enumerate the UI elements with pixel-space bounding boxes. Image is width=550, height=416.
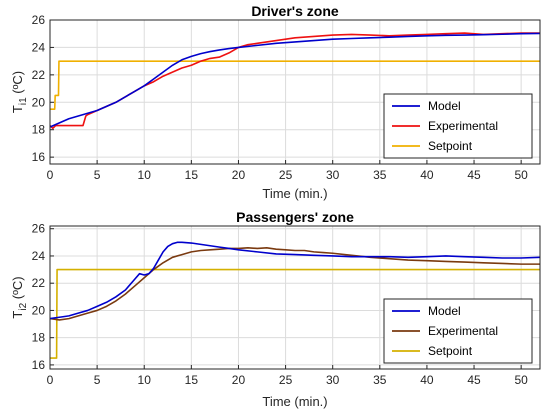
x-tick-label: 25 bbox=[279, 373, 293, 387]
chart-title: Driver's zone bbox=[251, 3, 339, 19]
y-tick-label: 20 bbox=[32, 303, 46, 317]
series-line-setpoint bbox=[50, 60, 540, 110]
x-axis-label: Time (min.) bbox=[262, 186, 327, 201]
legend: Model Experimental Setpoint bbox=[383, 298, 533, 364]
series-line-model bbox=[50, 32, 540, 128]
y-tick-label: 18 bbox=[32, 123, 46, 137]
passengers-zone-chart: 0 5 10 15 20 25 30 35 40 45 50 16 18 20 22 24 26 Passenge… bbox=[10, 209, 541, 409]
series-line-experimental bbox=[50, 246, 540, 321]
x-tick-label: 40 bbox=[420, 373, 434, 387]
y-tick-label: 24 bbox=[32, 40, 46, 54]
x-tick-label: 15 bbox=[185, 373, 199, 387]
y-tick-label: 24 bbox=[32, 249, 46, 263]
series-lines bbox=[50, 32, 540, 130]
series-lines bbox=[50, 241, 540, 359]
series-line-setpoint bbox=[50, 268, 540, 359]
x-axis-label: Time (min.) bbox=[262, 394, 327, 409]
legend-label: Setpoint bbox=[428, 139, 473, 153]
x-tick-label: 0 bbox=[47, 373, 54, 387]
x-tick-label: 50 bbox=[514, 373, 528, 387]
legend-label: Model bbox=[428, 99, 461, 113]
x-tick-label: 0 bbox=[47, 168, 54, 182]
legend-label: Experimental bbox=[428, 119, 498, 133]
legend-label: Setpoint bbox=[428, 344, 473, 358]
series-line-model bbox=[50, 241, 540, 320]
drivers-zone-chart: 0 5 10 15 20 25 30 35 40 45 50 16 18 20 22 24 26 Driver's… bbox=[10, 3, 541, 201]
y-tick-label: 22 bbox=[32, 276, 46, 290]
x-tick-label: 35 bbox=[373, 373, 387, 387]
x-tick-label: 20 bbox=[232, 168, 246, 182]
plot-frame bbox=[49, 19, 541, 165]
series-line-experimental bbox=[50, 32, 540, 130]
x-tick-label: 25 bbox=[279, 168, 293, 182]
y-tick-label: 20 bbox=[32, 95, 46, 109]
y-tick-label: 26 bbox=[32, 222, 46, 236]
x-tick-label: 15 bbox=[185, 168, 199, 182]
x-tick-label: 5 bbox=[94, 168, 101, 182]
x-tick-label: 40 bbox=[420, 168, 434, 182]
x-tick-label: 10 bbox=[138, 168, 152, 182]
y-axis-label: Ti1 (ºC) bbox=[10, 71, 29, 113]
chart-title: Passengers' zone bbox=[236, 209, 354, 225]
x-tick-label: 35 bbox=[373, 168, 387, 182]
y-tick-label: 26 bbox=[32, 13, 46, 27]
legend: Model Experimental Setpoint bbox=[383, 93, 533, 159]
x-tick-label: 50 bbox=[514, 168, 528, 182]
x-tick-label: 20 bbox=[232, 373, 246, 387]
y-axis-label: Ti2 (ºC) bbox=[10, 276, 29, 318]
y-tick-label: 16 bbox=[32, 358, 46, 372]
legend-label: Experimental bbox=[428, 324, 498, 338]
y-tick-label: 16 bbox=[32, 150, 46, 164]
x-tick-label: 30 bbox=[326, 373, 340, 387]
x-tick-label: 45 bbox=[467, 168, 481, 182]
x-tick-label: 45 bbox=[467, 373, 481, 387]
y-tick-label: 22 bbox=[32, 68, 46, 82]
x-tick-label: 10 bbox=[138, 373, 152, 387]
x-tick-label: 5 bbox=[94, 373, 101, 387]
legend-label: Model bbox=[428, 304, 461, 318]
x-tick-label: 30 bbox=[326, 168, 340, 182]
plot-frame bbox=[49, 225, 541, 370]
y-tick-label: 18 bbox=[32, 331, 46, 345]
